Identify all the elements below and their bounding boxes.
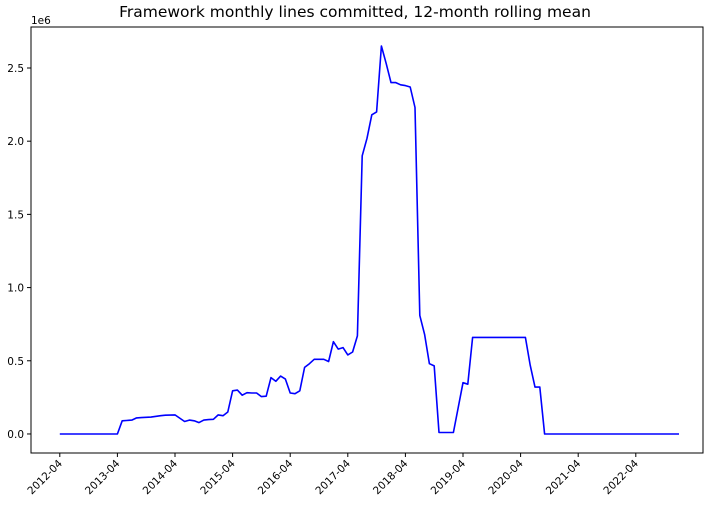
x-tick-label: 2015-04 <box>198 457 238 497</box>
x-tick-label: 2016-04 <box>256 457 296 497</box>
x-tick-label: 2014-04 <box>141 457 181 497</box>
series-line <box>59 45 679 435</box>
x-tick-label: 2018-04 <box>371 457 411 497</box>
y-tick-label: 1.5 <box>7 209 24 221</box>
series-lines <box>59 45 679 435</box>
y-axis: 0.0 0.5 1.0 1.5 2.0 2.5 <box>7 63 31 441</box>
y-tick-label: 2.0 <box>7 136 24 148</box>
x-tick-label: 2021-04 <box>544 457 584 497</box>
y-tick-label: 0.5 <box>7 356 24 368</box>
x-tick-label: 2020-04 <box>486 457 526 497</box>
x-tick-label: 2022-04 <box>601 457 641 497</box>
x-tick-label: 2013-04 <box>83 457 123 497</box>
y-tick-label: 0.0 <box>7 429 24 441</box>
x-tick-label: 2019-04 <box>429 457 469 497</box>
y-offset-label: 1e6 <box>31 15 51 27</box>
plot-area <box>30 26 704 454</box>
chart-title: Framework monthly lines committed, 12-mo… <box>119 3 591 21</box>
y-tick-label: 2.5 <box>7 63 24 75</box>
x-tick-label: 2017-04 <box>313 457 353 497</box>
x-tick-label: 2012-04 <box>25 457 65 497</box>
y-tick-label: 1.0 <box>7 283 24 295</box>
x-axis: 2012-04 2013-04 2014-04 2015-04 2016-04 2017-… <box>25 453 641 497</box>
